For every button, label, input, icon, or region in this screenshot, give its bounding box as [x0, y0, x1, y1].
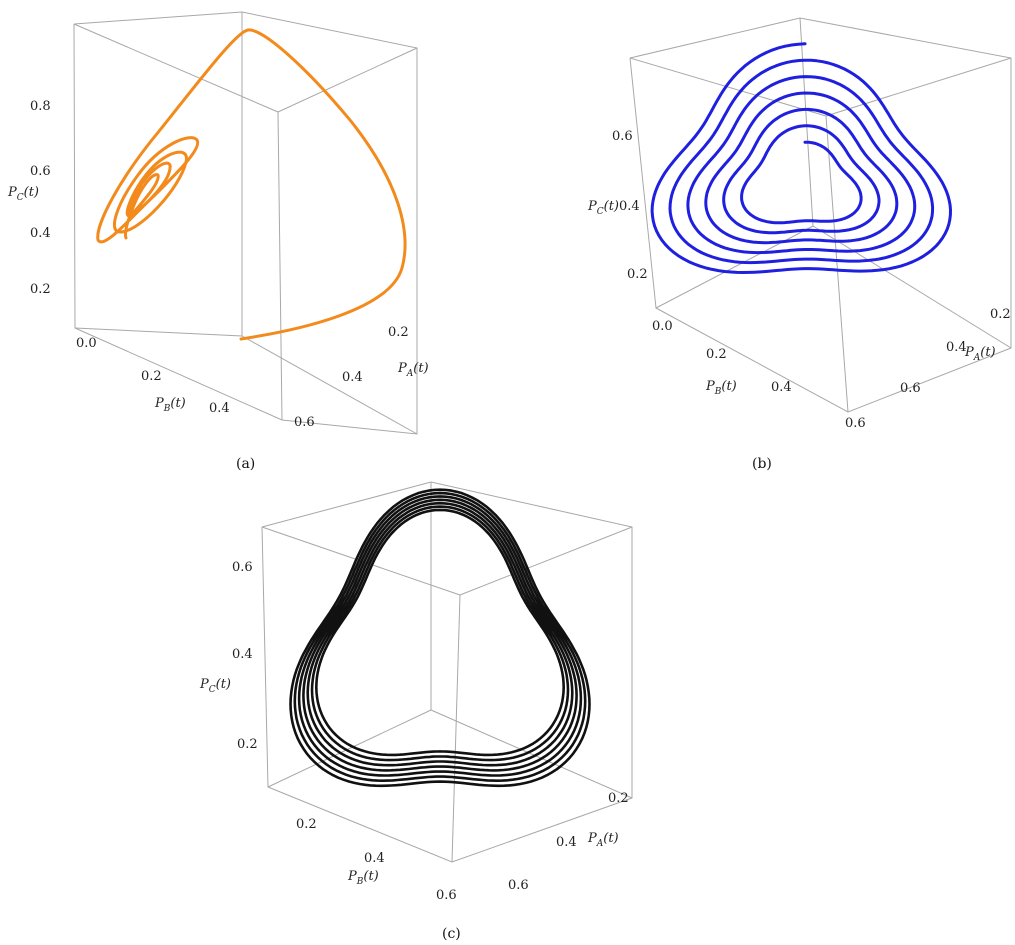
panel-c-y-tick-2: 0.6	[508, 878, 529, 893]
panel-a-subtitle: (a)	[236, 456, 255, 472]
panel-c-y-tick-1: 0.4	[556, 835, 577, 850]
panel-c-x-label: PB(t)	[347, 869, 379, 887]
panel-b-x-tick-1: 0.2	[706, 347, 727, 362]
panel-b-x-label: PB(t)	[705, 379, 737, 397]
panel-c-y-label: PA(t)	[587, 831, 619, 849]
panel-b-x-tick-3: 0.6	[845, 416, 866, 431]
panel-a-x-tick-1: 0.2	[141, 369, 162, 384]
panel-c-x-tick-0: 0.2	[296, 817, 317, 832]
panel-a-y-label: PA(t)	[397, 361, 429, 379]
panel-b-trajectory	[650, 42, 952, 274]
panel-b-box	[629, 17, 1012, 413]
panel-b-subtitle: (b)	[752, 456, 772, 472]
panel-b-y-tick-1: 0.4	[946, 340, 967, 355]
panel-a-trajectory	[96, 28, 407, 341]
panel-c-subtitle: (c)	[442, 926, 461, 942]
panel-a-z-tick-3: 0.2	[30, 282, 51, 297]
panel-b-z-tick-0: 0.6	[612, 129, 633, 144]
panel-a-x-tick-2: 0.4	[209, 401, 230, 416]
panel-b-y-tick-0: 0.2	[990, 307, 1011, 322]
panel-c-x-tick-2: 0.6	[436, 888, 457, 903]
panel-c-z-label: PC(t)	[199, 677, 231, 695]
panel-b-z-tick-2: 0.2	[627, 267, 648, 282]
panel-c-x-tick-1: 0.4	[364, 851, 385, 866]
panel-a-x-label: PB(t)	[154, 396, 186, 414]
panel-b-y-tick-2: 0.6	[900, 381, 921, 396]
panel-a-y-tick-1: 0.4	[342, 370, 363, 385]
panel-c-z-tick-2: 0.2	[237, 737, 258, 752]
panel-c: 0.6 0.4 0.2 PC(t) 0.2 0.4 0.6 PB(t) 0.2 …	[199, 481, 633, 942]
panel-b-y-label: PA(t)	[964, 345, 996, 363]
panel-a-y-tick-0: 0.2	[388, 325, 409, 340]
panel-c-trajectory	[289, 488, 591, 788]
panel-a-box	[73, 11, 418, 435]
panel-a: 0.8 0.6 0.4 0.2 PC(t) 0.0 0.2 0.4 PB(t) …	[7, 11, 429, 472]
panel-b-z-label: PC(t)	[587, 199, 619, 217]
panel-a-y-tick-2: 0.6	[294, 415, 315, 430]
panel-b-x-tick-0: 0.0	[652, 319, 673, 334]
panel-a-z-tick-0: 0.8	[30, 99, 51, 114]
panel-a-z-label: PC(t)	[7, 185, 39, 203]
panel-a-x-tick-0: 0.0	[76, 336, 97, 351]
panel-c-z-tick-1: 0.4	[232, 647, 253, 662]
panel-c-z-tick-0: 0.6	[232, 560, 253, 575]
panel-a-z-tick-1: 0.6	[30, 164, 51, 179]
panel-a-z-tick-2: 0.4	[30, 226, 51, 241]
panel-c-y-tick-0: 0.2	[608, 791, 629, 806]
panel-b-z-tick-1: 0.4	[619, 199, 640, 214]
panel-b: 0.6 0.4 0.2 PC(t) 0.0 0.2 0.4 0.6 PB(t) …	[587, 17, 1012, 472]
panel-b-x-tick-2: 0.4	[771, 380, 792, 395]
